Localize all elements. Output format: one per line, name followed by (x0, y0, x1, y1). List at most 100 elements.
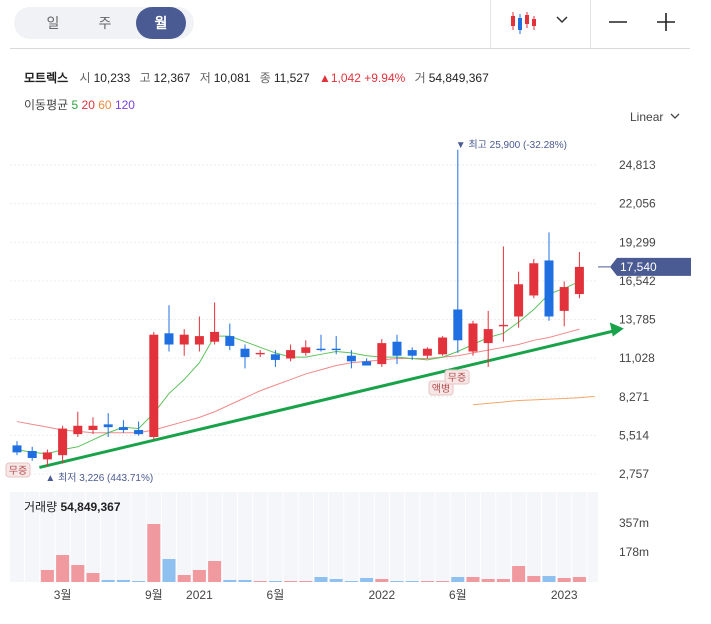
chevron-down-icon (556, 16, 568, 24)
open-value: 10,233 (93, 71, 131, 85)
change-pct: +9.94% (364, 71, 406, 85)
candle-up (438, 336, 448, 356)
volume-bar (132, 581, 146, 582)
candle-up (559, 281, 569, 327)
candle-up (42, 449, 52, 467)
candle-body (453, 309, 463, 341)
ma120-label[interactable]: 120 (114, 98, 135, 112)
chevron-down-icon (670, 113, 680, 119)
volume-bar (86, 573, 100, 582)
candle-down (134, 421, 144, 436)
candle-down (407, 347, 417, 360)
candle-down (118, 420, 128, 433)
x-tick-label: 2021 (186, 588, 213, 602)
candle-body (255, 352, 265, 355)
candle-body (362, 361, 372, 366)
plus-icon (657, 13, 675, 31)
volume-panel (10, 492, 598, 582)
volume-bar (572, 577, 586, 582)
ma60-label[interactable]: 60 (98, 98, 112, 112)
ma5-line (16, 281, 580, 455)
volume-bar (238, 580, 252, 582)
candle-up (377, 338, 387, 367)
corporate-action-badge: 무증 (448, 372, 466, 384)
x-tick-label: 6월 (267, 588, 285, 602)
trendline-arrowhead (609, 322, 624, 337)
scale-label: Linear (630, 110, 664, 124)
zoom-out-button[interactable] (607, 8, 629, 38)
volume-bar (162, 559, 176, 582)
axes: 24,813 22,056 19,299 16,542 13,785 11,028 8,27… (24, 158, 656, 602)
candle-body (73, 425, 83, 435)
candle-body (483, 329, 493, 344)
current-price-label: 17,540 (620, 260, 657, 274)
candle-body (12, 445, 22, 453)
volume-bars (40, 524, 586, 582)
candle-body (407, 350, 417, 356)
candle-body (88, 425, 98, 430)
zoom-in-button[interactable] (655, 8, 677, 38)
candle-down (270, 350, 280, 367)
ma-lines (16, 281, 595, 455)
candle-up (149, 331, 159, 440)
volume-bar (512, 566, 526, 582)
y-tick-label: 13,785 (619, 313, 656, 327)
volume-bar (390, 581, 404, 582)
change-value: ▲1,042 (319, 71, 361, 85)
minus-icon (609, 21, 627, 23)
volume-bar (451, 577, 465, 582)
ma20-label[interactable]: 20 (81, 98, 95, 112)
volume-title: 거래량 54,849,367 (24, 500, 121, 514)
candle-body (134, 429, 144, 435)
volume-bar (436, 581, 450, 582)
candle-down (392, 334, 402, 365)
volume-bar (527, 576, 541, 582)
scale-dropdown[interactable]: Linear (630, 110, 681, 124)
candle-body (103, 424, 113, 428)
ma5-label[interactable]: 5 (71, 98, 79, 112)
close-label: 종 (259, 71, 271, 85)
volume-background (10, 492, 598, 582)
candle-down (12, 441, 22, 456)
candle-down (240, 344, 250, 369)
candle-up (468, 320, 478, 356)
y-tick-label: 2,757 (619, 467, 649, 481)
candle-down (316, 334, 326, 352)
volume-bar (208, 561, 222, 582)
candle-body (27, 450, 37, 458)
annotations: ▼ 최고 25,900 (-32.28%) ▲ 최저 3,226 (443.71%… (5, 139, 691, 484)
trendline-arrow-line (39, 329, 617, 469)
candle-down (346, 350, 356, 369)
tab-month[interactable]: 월 (136, 7, 186, 39)
close-value: 11,527 (273, 71, 310, 85)
candle-up (301, 340, 311, 356)
candle-down (544, 232, 554, 321)
y-tick-label: 5,514 (619, 428, 649, 442)
x-tick-label: 2022 (368, 588, 395, 602)
tab-day[interactable]: 일 (46, 15, 60, 31)
candle-down (331, 336, 341, 355)
candle-up (574, 252, 584, 299)
ma-legend: 이동평균 5 20 60 120 (24, 96, 135, 113)
chart-type-button[interactable] (508, 8, 536, 38)
candle-up (483, 310, 493, 367)
candle-up (286, 344, 296, 362)
candle-body (392, 341, 402, 356)
volume-bar (268, 581, 282, 582)
candle-body (514, 284, 524, 317)
candle-up (255, 350, 265, 358)
volume-bar (314, 577, 328, 582)
volume-tick-label: 357m (619, 516, 649, 530)
candle-body (286, 350, 296, 359)
chart-type-dropdown[interactable] (554, 8, 570, 38)
candle-up (194, 316, 204, 352)
grid (10, 164, 598, 475)
x-tick-label: 2023 (551, 588, 578, 602)
candle-body (422, 348, 432, 356)
candle-body (331, 348, 341, 351)
volume-bar (147, 524, 161, 582)
tab-week[interactable]: 주 (98, 15, 112, 31)
y-tick-label: 8,271 (619, 390, 649, 404)
high-label: 고 (139, 71, 151, 85)
